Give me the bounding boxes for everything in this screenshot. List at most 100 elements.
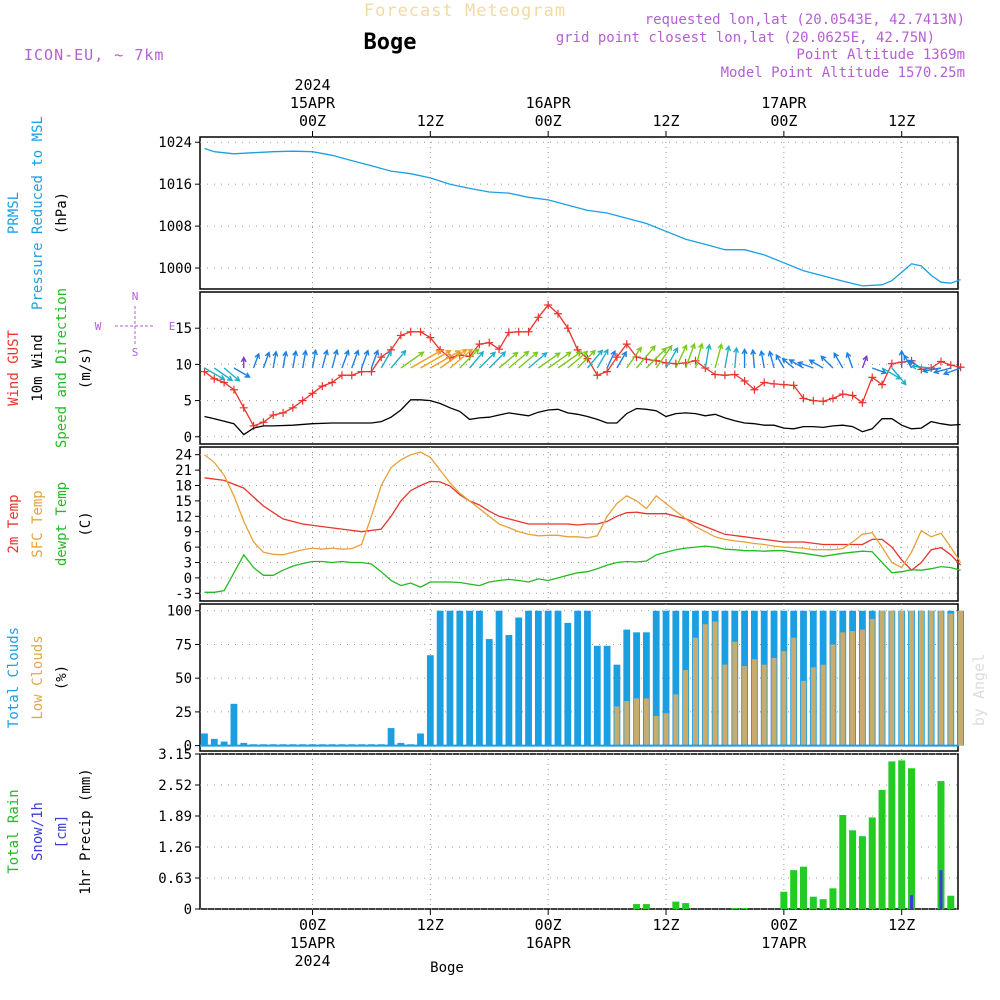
requested-coords: requested lon,lat (20.0543E, 42.7413N) <box>645 12 965 28</box>
wind-gust-marker <box>740 377 749 386</box>
precip-primary-bar <box>682 903 690 909</box>
clouds-ytick-label: 25 <box>175 705 192 721</box>
precip-secondary-bar <box>939 870 943 909</box>
clouds-primary-bar <box>456 610 464 746</box>
wind-direction-arrow <box>586 349 604 369</box>
wind-gust-marker <box>691 356 700 365</box>
wind-direction-arrow <box>724 344 732 369</box>
clouds-secondary-bar <box>751 659 757 746</box>
temperature-ylabel: dewpt Temp <box>54 482 70 566</box>
wind-direction-arrow <box>861 354 869 369</box>
wind-ylabel: Wind GUST <box>6 330 22 406</box>
precip-primary-bar <box>878 789 886 909</box>
bottom-time-label: 00Z <box>299 916 326 934</box>
clouds-primary-bar <box>672 610 680 746</box>
wind-direction-arrow <box>891 367 907 386</box>
wind-direction-arrow <box>410 350 442 369</box>
clouds-primary-bar <box>554 610 562 746</box>
precip-ylabel: Snow/1h <box>30 802 46 861</box>
clouds-secondary-bar <box>899 610 905 746</box>
wind-gust-marker <box>622 340 631 349</box>
wind-gust-marker <box>328 378 337 387</box>
wind-gust-marker <box>534 313 543 322</box>
clouds-secondary-bar <box>928 610 934 746</box>
temperature-ytick-label: 0 <box>184 571 192 587</box>
clouds-primary-bar <box>201 733 208 746</box>
clouds-secondary-bar <box>781 651 787 746</box>
wind-direction-arrow <box>694 342 704 369</box>
wind-direction-arrow <box>626 346 642 369</box>
precip-primary-bar <box>868 817 876 909</box>
clouds-panel: 0 25 50 75 100 Total Clouds Low Clouds (%) by An… <box>6 603 988 755</box>
wind-direction-arrow <box>223 367 241 382</box>
clouds-secondary-bar <box>948 613 954 746</box>
clouds-secondary-bar <box>909 610 915 746</box>
clouds-primary-bar <box>515 617 523 746</box>
wind-gust-marker <box>554 309 562 318</box>
clouds-secondary-bar <box>771 657 777 746</box>
wind-direction-arrow <box>820 355 834 369</box>
wind-ylabel: 10m Wind <box>30 334 46 401</box>
wind-direction-arrow <box>898 349 905 368</box>
clouds-primary-bar <box>436 610 444 746</box>
wind-gust-marker <box>848 391 857 400</box>
wind-direction-arrow <box>469 350 485 369</box>
wind-direction-arrow <box>311 348 318 369</box>
pressure-ytick-label: 1000 <box>158 261 192 277</box>
pressure-ytick-label: 1024 <box>158 135 192 151</box>
wind-direction-arrow <box>741 348 748 368</box>
precip-primary-bar <box>800 866 807 909</box>
clouds-ylabels: Total Clouds Low Clouds (%) <box>6 627 70 728</box>
wind-direction-arrow <box>262 351 271 369</box>
wind-direction-arrow <box>272 350 279 369</box>
clouds-ytick-label: 0 <box>184 739 192 755</box>
clouds-secondary-bar <box>614 706 620 746</box>
wind-gust-marker <box>200 367 209 376</box>
precip-primary-bar <box>741 908 749 910</box>
clouds-primary-bar <box>387 728 395 746</box>
top-time-label: 2024 <box>294 76 330 94</box>
location-title: Boge <box>364 30 417 55</box>
wind-gust-marker <box>720 371 729 380</box>
clouds-secondary-bar <box>889 610 895 746</box>
temperature-series-line <box>204 477 962 572</box>
wind-direction-arrow <box>596 348 609 369</box>
pressure-ylabel: Pressure Reduced to MSL <box>30 116 46 310</box>
precip-primary-bar <box>908 768 916 909</box>
wind-direction-arrow <box>910 363 932 370</box>
clouds-primary-bar <box>466 610 474 746</box>
temperature-series-line <box>204 451 962 569</box>
top-time-label: 00Z <box>770 112 797 130</box>
wind-gust-marker <box>612 353 621 362</box>
clouds-ytick-label: 100 <box>167 604 192 620</box>
wind-ytick-label: 0 <box>184 430 192 446</box>
wind-direction-arrow <box>872 367 888 375</box>
temperature-series-line <box>204 545 961 593</box>
precip-primary-bar <box>790 870 798 909</box>
footer-location: Boge <box>430 960 464 976</box>
wind-gust-marker <box>878 380 887 389</box>
wind-direction-arrow <box>704 343 712 369</box>
top-time-label: 16APR <box>526 94 572 112</box>
bottom-time-label: 17APR <box>761 934 807 952</box>
wind-gust-marker <box>357 367 366 376</box>
wind-gust-marker <box>956 363 965 372</box>
bottom-time-label: 12Z <box>888 916 915 934</box>
precip-grid: 0 0.63 1.26 1.89 2.52 3.15 <box>158 747 958 918</box>
wind-gust-marker <box>416 327 425 336</box>
wind-direction-arrow <box>449 348 474 369</box>
precip-primary-bar <box>809 896 817 909</box>
clouds-primary-bar <box>584 610 591 746</box>
precip-ylabel: 1hr Precip (mm) <box>78 768 94 894</box>
wind-direction-arrow <box>833 352 844 369</box>
wind-direction-arrow <box>655 344 673 369</box>
clouds-secondary-bar <box>683 670 689 746</box>
wind-direction-arrow <box>714 342 724 369</box>
wind-direction-arrow <box>282 350 289 369</box>
wind-gust-marker <box>229 385 238 394</box>
pressure-panel: 1000 1008 1016 1024 PRMSL Pressure Reduced to… <box>6 116 961 310</box>
point-altitude: Point Altitude 1369m <box>796 47 965 63</box>
clouds-primary-bar <box>544 610 552 746</box>
